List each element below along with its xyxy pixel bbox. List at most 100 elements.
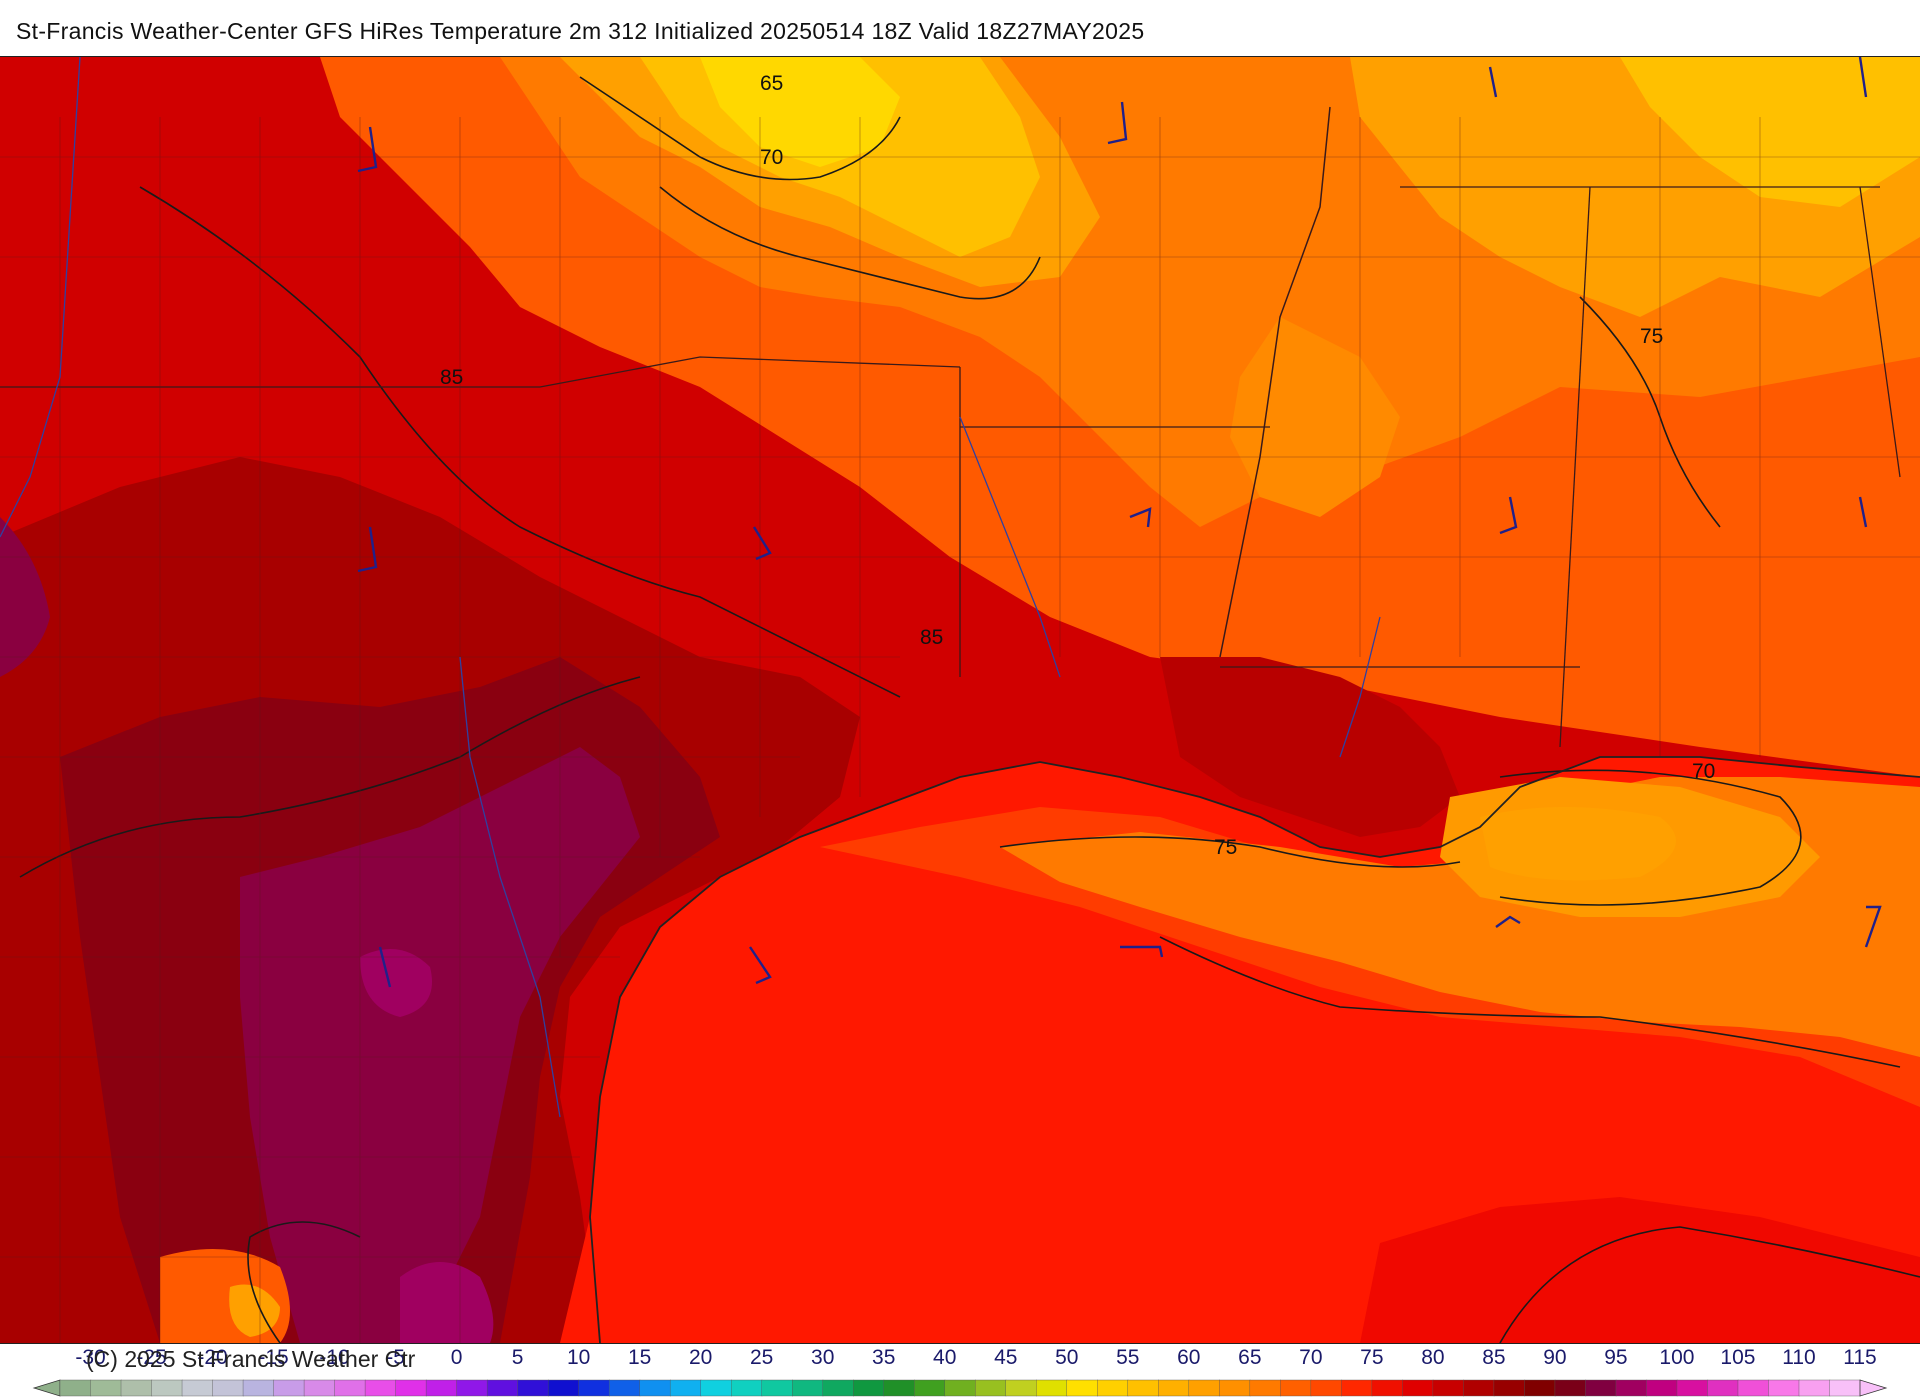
colorbar-swatch — [975, 1379, 1007, 1397]
wind-barbs — [357, 57, 1882, 988]
colorbar-tick-label: 70 — [1299, 1346, 1323, 1369]
colorbar-swatch — [1676, 1379, 1709, 1397]
colorbar-swatch — [1829, 1379, 1861, 1397]
county-grid — [0, 117, 1920, 1343]
colorbar-swatch — [395, 1379, 427, 1397]
colorbar-swatch — [425, 1379, 458, 1397]
colorbar-swatch — [1310, 1379, 1343, 1397]
isotherm-contours — [19, 76, 1920, 1343]
colorbar-tick-label: 5 — [511, 1346, 524, 1369]
colorbar-tick-label: 10 — [566, 1346, 591, 1369]
colorbar-tick-label: 60 — [1177, 1346, 1201, 1369]
northeast-yellow-orange — [1620, 57, 1920, 207]
colorbar-swatch — [547, 1379, 580, 1397]
colorbar-tick-label: -30 — [75, 1346, 106, 1369]
colorbar-swatch — [1280, 1379, 1312, 1397]
texas-magenta-core — [240, 747, 640, 1343]
contour-label-65: 65 — [760, 72, 783, 95]
colorbar-swatch — [1066, 1379, 1098, 1397]
colorbar-swatch — [334, 1379, 366, 1397]
colorbar-tick-label: 115 — [1843, 1346, 1877, 1369]
temperature-colorbar — [32, 1379, 1888, 1397]
colorbar-swatch — [1524, 1379, 1556, 1397]
colorbar-swatch — [1219, 1379, 1251, 1397]
rivers — [0, 57, 1381, 1118]
contour-label-70-gulf: 70 — [1692, 760, 1715, 783]
colorbar-swatch — [1036, 1379, 1068, 1397]
colorbar-tick-label: 80 — [1421, 1346, 1445, 1369]
colorbar-swatch — [1554, 1379, 1587, 1397]
colorbar-tick-label: 55 — [1116, 1346, 1140, 1369]
colorbar-tick-labels: -30 -25 -20 -15 -10 -5 0 5 10 15 20 25 30 35 40 45 50 55 6… — [0, 1346, 1920, 1374]
colorbar-swatch — [1341, 1379, 1373, 1397]
colorbar-tick-label: 40 — [933, 1346, 957, 1369]
colorbar-tick-label: 100 — [1659, 1346, 1695, 1369]
colorbar-swatch — [1493, 1379, 1526, 1397]
map-title: St-Francis Weather-Center GFS HiRes Temp… — [16, 18, 1145, 44]
colorbar-tick-label: 25 — [750, 1346, 774, 1369]
texas-hot-spot-1 — [360, 949, 432, 1017]
colorbar-swatch — [486, 1379, 519, 1397]
colorbar-tick-label: 90 — [1543, 1346, 1567, 1369]
colorbar-swatch — [120, 1379, 153, 1397]
colorbar-swatch — [1615, 1379, 1648, 1397]
colorbar-tick-label: -15 — [258, 1346, 289, 1369]
gulf-cool-spot — [1480, 807, 1676, 881]
contour-label-85-east: 85 — [920, 626, 943, 649]
contour-label-70-north: 70 — [760, 146, 783, 169]
colorbar-swatch — [1768, 1379, 1800, 1397]
colorbar-tick-label: 45 — [994, 1346, 1018, 1369]
colorbar-swatch — [1737, 1379, 1770, 1397]
gulf-south-red — [1360, 1197, 1920, 1343]
colorbar-tick-label: 65 — [1238, 1346, 1262, 1369]
colorbar-tick-label: -5 — [386, 1346, 405, 1369]
colorbar-tick-label: 95 — [1604, 1346, 1628, 1369]
colorbar-swatch — [181, 1379, 214, 1397]
colorbar-swatch — [914, 1379, 946, 1397]
contour-label-75-gulf: 75 — [1214, 836, 1237, 859]
texas-hot-spot-2 — [400, 1262, 494, 1343]
colorbar-swatch — [1402, 1379, 1434, 1397]
colorbar-swatch — [792, 1379, 824, 1397]
colorbar-right-arrow — [1859, 1379, 1888, 1397]
colorbar-swatch — [1463, 1379, 1495, 1397]
colorbar-tick-label: 50 — [1055, 1346, 1079, 1369]
colorbar-swatch — [242, 1379, 275, 1397]
colorbar-swatch — [761, 1379, 793, 1397]
colorbar-swatch — [90, 1379, 122, 1397]
colorbar-swatch — [700, 1379, 732, 1397]
colorbar-swatch — [1249, 1379, 1282, 1397]
colorbar-swatch — [212, 1379, 244, 1397]
temperature-map[interactable]: 65 70 85 85 75 70 75 — [0, 56, 1920, 1344]
colorbar-swatch — [944, 1379, 976, 1397]
colorbar-swatch — [639, 1379, 671, 1397]
colorbar-tick-label: -25 — [136, 1346, 167, 1369]
colorbar-swatch — [1158, 1379, 1190, 1397]
colorbar-swatch — [273, 1379, 305, 1397]
colorbar-tick-label: 20 — [688, 1346, 713, 1369]
colorbar-swatch — [730, 1379, 763, 1397]
colorbar-tick-label: 85 — [1482, 1346, 1506, 1369]
colorbar-tick-label: -10 — [319, 1346, 350, 1369]
colorbar-swatch — [822, 1379, 854, 1397]
colorbar-left-arrow — [32, 1379, 61, 1397]
colorbar-tick-label: 0 — [450, 1346, 463, 1369]
colorbar-swatch — [456, 1379, 488, 1397]
colorbar-swatch — [517, 1379, 549, 1397]
colorbar-tick-label: 15 — [627, 1346, 652, 1369]
colorbar-swatch — [1005, 1379, 1037, 1397]
north-yellow — [700, 57, 900, 167]
colorbar-swatch — [883, 1379, 915, 1397]
colorbar-swatch — [1188, 1379, 1221, 1397]
copyright-notice: (C) 2025 St Francis Weather Ctr — [86, 1346, 416, 1372]
colorbar-swatch — [151, 1379, 183, 1397]
colorbar-tick-label: 105 — [1720, 1346, 1756, 1369]
contour-label-85-west: 85 — [440, 366, 463, 389]
colorbar-swatch — [303, 1379, 336, 1397]
colorbar-swatch — [59, 1379, 92, 1397]
colorbar-swatch — [1127, 1379, 1160, 1397]
coastline — [589, 756, 1920, 1343]
louisiana-dark-red — [1160, 657, 1460, 837]
mississippi-river — [1219, 106, 1331, 658]
colorbar-tick-label: 75 — [1360, 1346, 1384, 1369]
